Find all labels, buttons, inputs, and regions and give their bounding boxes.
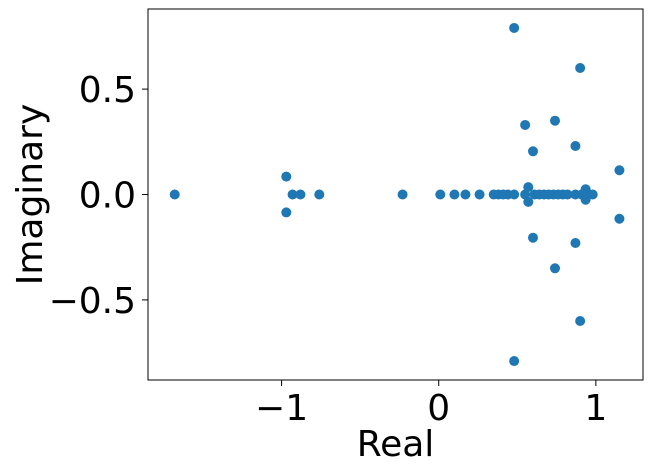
x-tick-label: −1 xyxy=(255,388,308,429)
y-tick-label: 0.0 xyxy=(79,176,136,217)
x-axis: −1 0 1 xyxy=(255,380,607,429)
data-point xyxy=(570,237,581,248)
x-tick-label: 1 xyxy=(584,388,607,429)
data-point xyxy=(614,165,625,176)
data-point xyxy=(169,189,180,200)
data-point xyxy=(435,189,446,200)
data-point xyxy=(550,263,560,274)
data-point xyxy=(614,213,625,224)
data-point xyxy=(295,189,306,200)
data-point xyxy=(528,146,538,157)
data-point xyxy=(575,63,586,74)
data-point xyxy=(509,189,520,200)
x-tick-label: 0 xyxy=(427,388,450,429)
data-point xyxy=(509,22,520,33)
data-point xyxy=(523,182,534,193)
data-point xyxy=(587,189,598,200)
x-axis-label: Real xyxy=(357,424,435,465)
data-point xyxy=(474,189,485,200)
data-point xyxy=(575,315,586,326)
data-point xyxy=(314,189,325,200)
data-point xyxy=(449,189,460,200)
data-point xyxy=(550,115,560,126)
data-point xyxy=(523,196,534,207)
data-point xyxy=(509,356,520,367)
data-point xyxy=(281,207,292,218)
points-layer xyxy=(169,22,625,367)
data-point xyxy=(570,141,581,152)
data-point xyxy=(397,189,408,200)
y-tick-label: −0.5 xyxy=(49,281,136,322)
data-point xyxy=(287,189,298,200)
data-point xyxy=(562,189,573,200)
data-point xyxy=(528,232,538,243)
data-point xyxy=(281,171,292,182)
data-point xyxy=(460,189,471,200)
data-point xyxy=(520,119,531,130)
y-tick-label: 0.5 xyxy=(79,70,136,111)
y-axis: 0.5 0.0 −0.5 xyxy=(49,70,148,322)
y-axis-label: Imaginary xyxy=(10,104,51,286)
